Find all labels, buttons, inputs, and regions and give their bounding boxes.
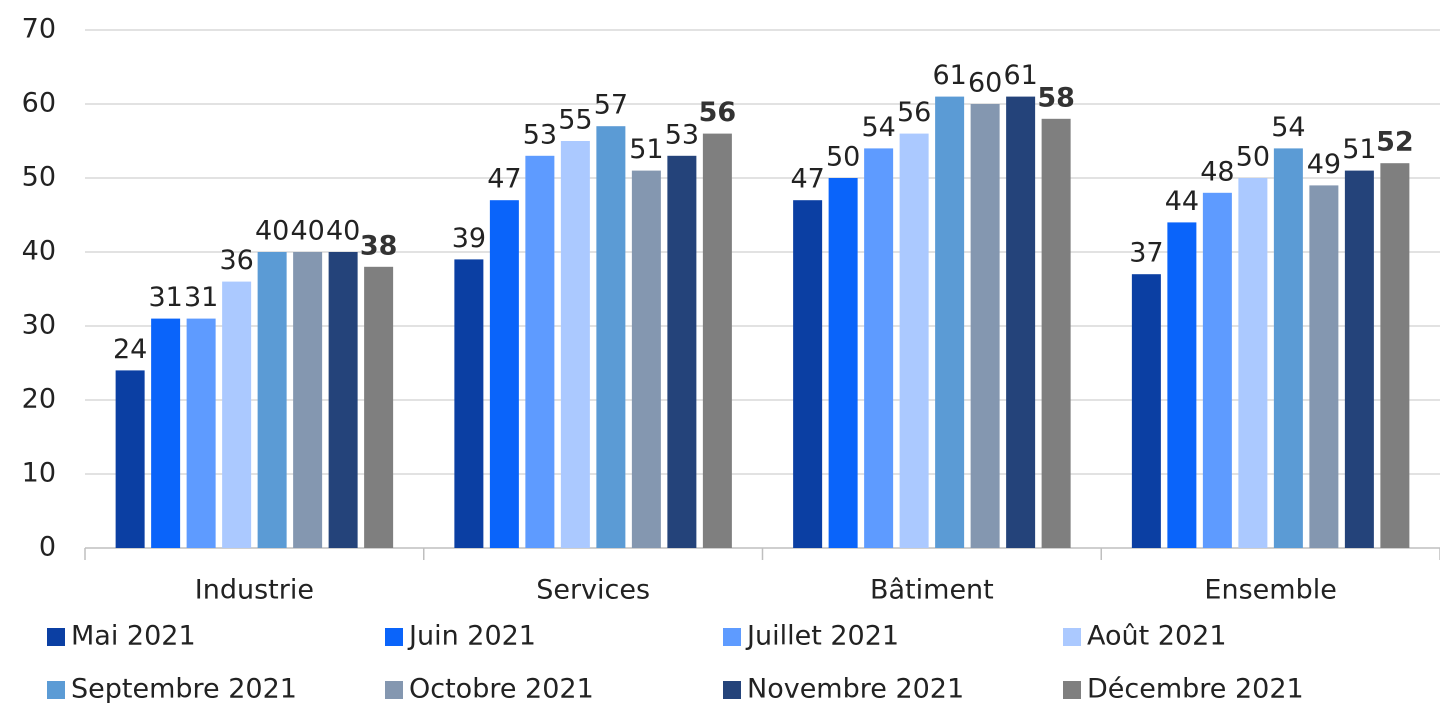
- legend-label: Septembre 2021: [71, 674, 297, 705]
- y-tick-label: 10: [22, 458, 56, 489]
- bar: [454, 259, 484, 548]
- bar: [186, 318, 216, 548]
- data-label: 58: [1037, 82, 1075, 113]
- legend-label: Août 2021: [1087, 621, 1227, 652]
- data-label: 61: [1003, 60, 1037, 91]
- data-label: 53: [665, 119, 699, 150]
- legend-swatch: [723, 681, 741, 699]
- legend-swatch: [1063, 681, 1081, 699]
- data-label: 37: [1129, 238, 1163, 269]
- data-label: 51: [629, 134, 663, 165]
- bar: [631, 170, 661, 548]
- legend-label: Juin 2021: [407, 621, 536, 652]
- data-label: 36: [219, 245, 253, 276]
- data-label: 40: [326, 216, 360, 247]
- y-tick-label: 20: [22, 384, 56, 415]
- bar: [1238, 178, 1268, 548]
- data-label: 61: [932, 60, 966, 91]
- data-label: 47: [790, 164, 824, 195]
- data-label: 47: [487, 164, 521, 195]
- legend-label: Décembre 2021: [1087, 674, 1304, 705]
- data-label: 55: [558, 105, 592, 136]
- legend-label: Octobre 2021: [409, 674, 594, 705]
- data-label: 57: [594, 90, 628, 121]
- data-label: 54: [1271, 112, 1305, 143]
- bar: [667, 155, 697, 549]
- legend-swatch: [385, 628, 403, 646]
- data-label: 56: [897, 97, 931, 128]
- bar: [793, 200, 823, 548]
- data-label: 53: [523, 119, 557, 150]
- data-label: 60: [968, 68, 1002, 99]
- data-label: 56: [699, 97, 737, 128]
- bar: [1380, 163, 1410, 548]
- bar: [1309, 185, 1339, 548]
- bar: [1131, 274, 1161, 548]
- y-tick-label: 0: [39, 532, 56, 563]
- bar: [364, 266, 394, 548]
- bar: [1006, 96, 1036, 548]
- legend-swatch: [47, 681, 65, 699]
- data-label: 48: [1200, 156, 1234, 187]
- data-label: 40: [255, 216, 289, 247]
- bar: [596, 126, 626, 548]
- x-tick-label: Industrie: [195, 575, 314, 606]
- bar: [935, 96, 965, 548]
- bar: [1202, 192, 1232, 549]
- data-label: 39: [452, 223, 486, 254]
- x-tick-label: Services: [536, 575, 650, 606]
- y-tick-label: 30: [22, 310, 56, 341]
- x-tick-label: Ensemble: [1204, 575, 1336, 606]
- bar: [222, 281, 252, 548]
- data-label: 44: [1165, 186, 1199, 217]
- data-label: 51: [1342, 134, 1376, 165]
- data-label: 49: [1307, 149, 1341, 180]
- x-tick-label: Bâtiment: [870, 575, 994, 606]
- bar: [1273, 148, 1303, 548]
- bar: [328, 252, 358, 548]
- data-label: 31: [148, 282, 182, 313]
- bar: [151, 318, 181, 548]
- legend-label: Mai 2021: [71, 621, 196, 652]
- legend-swatch: [47, 628, 65, 646]
- bar: [489, 200, 519, 548]
- bar: [1167, 222, 1197, 548]
- bar: [1344, 170, 1374, 548]
- y-tick-label: 50: [22, 162, 56, 193]
- bar: [525, 155, 555, 549]
- legend-swatch: [1063, 628, 1081, 646]
- bar: [293, 252, 323, 548]
- bar: [899, 133, 929, 548]
- y-tick-label: 60: [22, 88, 56, 119]
- bar: [864, 148, 894, 548]
- data-label: 31: [184, 282, 218, 313]
- legend-swatch: [385, 681, 403, 699]
- legend-swatch: [723, 628, 741, 646]
- data-label: 38: [360, 230, 398, 261]
- data-label: 52: [1376, 127, 1414, 158]
- data-label: 50: [826, 142, 860, 173]
- y-tick-label: 70: [22, 14, 56, 45]
- bar: [257, 252, 287, 548]
- data-label: 40: [290, 216, 324, 247]
- y-tick-label: 40: [22, 236, 56, 267]
- bar: [970, 104, 1000, 548]
- bar: [560, 141, 590, 548]
- bar: [1041, 118, 1071, 549]
- data-label: 24: [113, 334, 147, 365]
- bar: [828, 178, 858, 548]
- data-label: 54: [861, 112, 895, 143]
- data-label: 50: [1236, 142, 1270, 173]
- bar: [115, 370, 145, 548]
- legend-label: Juillet 2021: [745, 621, 899, 652]
- bar: [702, 133, 732, 548]
- legend-label: Novembre 2021: [747, 674, 964, 705]
